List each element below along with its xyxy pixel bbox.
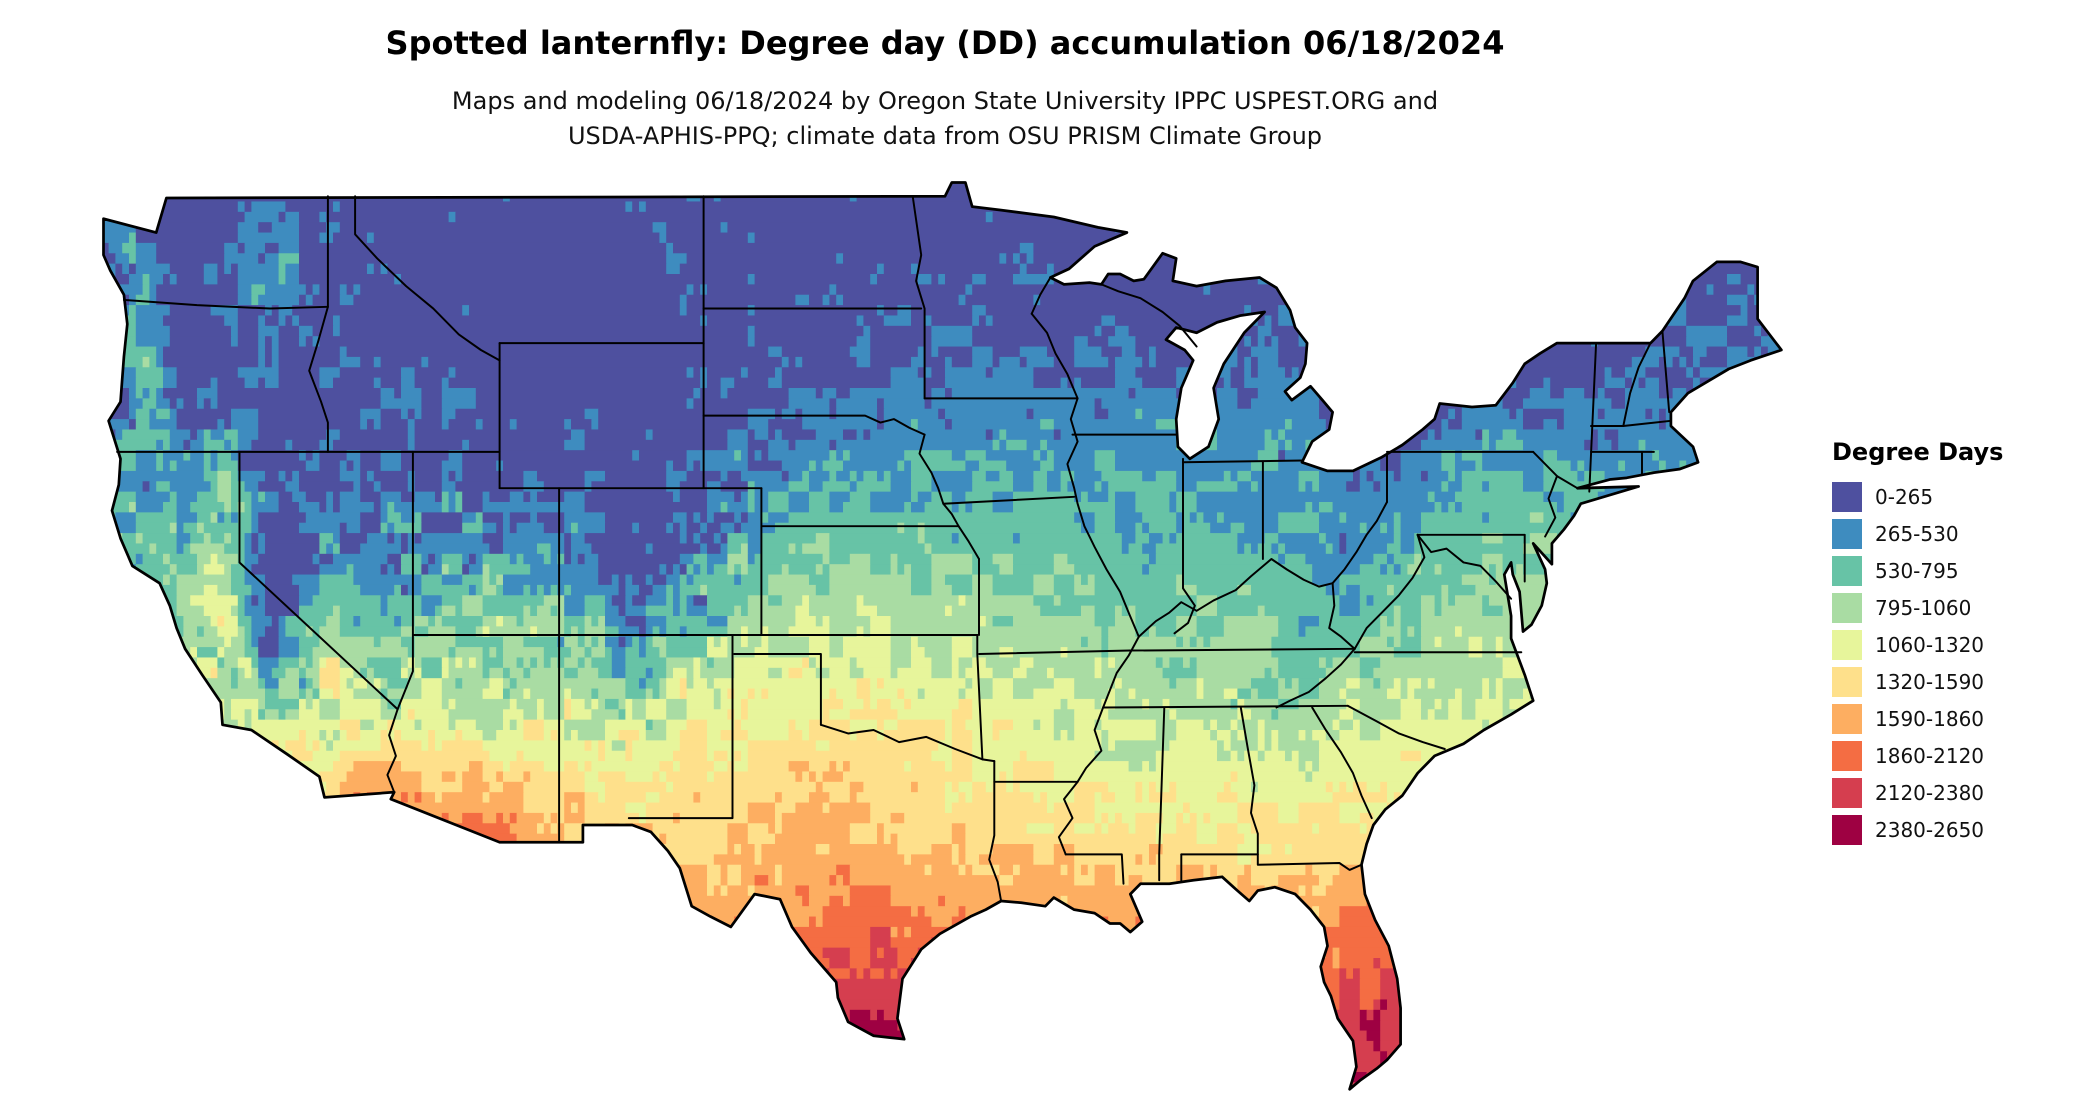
legend-swatch	[1832, 740, 1862, 771]
legend-swatch	[1832, 592, 1862, 623]
map-svg	[102, 181, 1783, 1091]
subtitle: Maps and modeling 06/18/2024 by Oregon S…	[0, 84, 1890, 154]
legend-swatch	[1832, 666, 1862, 697]
legend-item-0: 0-265	[1832, 478, 2003, 515]
legend-swatch	[1832, 777, 1862, 808]
page-title: Spotted lanternfly: Degree day (DD) accu…	[385, 24, 1505, 62]
legend-label: 2380-2650	[1875, 817, 1985, 842]
legend-swatch	[1832, 703, 1862, 734]
legend-item-6: 1590-1860	[1832, 700, 2003, 737]
legend-item-4: 1060-1320	[1832, 626, 2003, 663]
legend-label: 1060-1320	[1875, 632, 1985, 657]
legend-swatch	[1832, 814, 1862, 845]
legend-item-1: 265-530	[1832, 515, 2003, 552]
legend-label: 530-795	[1875, 558, 1959, 583]
legend-item-9: 2380-2650	[1832, 811, 2003, 848]
legend-swatch	[1832, 629, 1862, 660]
state-borders	[116, 195, 1672, 902]
legend-swatch	[1832, 481, 1862, 512]
legend-swatch	[1832, 555, 1862, 586]
legend-label: 1590-1860	[1875, 706, 1985, 731]
legend-label: 1320-1590	[1875, 669, 1985, 694]
us-coast-outline	[102, 181, 1783, 1091]
us-degree-day-map	[95, 160, 1795, 1110]
legend: Degree Days 0-265 265-530 530-795 795-1060 1…	[1832, 438, 2003, 848]
legend-label: 2120-2380	[1875, 780, 1985, 805]
legend-item-5: 1320-1590	[1832, 663, 2003, 700]
subtitle-line-2: USDA-APHIS-PPQ; climate data from OSU PR…	[567, 122, 1323, 150]
legend-label: 1860-2120	[1875, 743, 1985, 768]
legend-swatch	[1832, 518, 1862, 549]
legend-label: 795-1060	[1875, 595, 1972, 620]
legend-item-2: 530-795	[1832, 552, 2003, 589]
header: Spotted lanternfly: Degree day (DD) accu…	[0, 24, 1890, 62]
legend-label: 0-265	[1875, 484, 1934, 509]
subtitle-line-1: Maps and modeling 06/18/2024 by Oregon S…	[451, 87, 1439, 115]
legend-item-8: 2120-2380	[1832, 774, 2003, 811]
legend-label: 265-530	[1875, 521, 1959, 546]
legend-rows: 0-265 265-530 530-795 795-1060 1060-1320 1320…	[1832, 478, 2003, 848]
legend-title: Degree Days	[1832, 438, 2004, 466]
legend-item-7: 1860-2120	[1832, 737, 2003, 774]
legend-item-3: 795-1060	[1832, 589, 2003, 626]
